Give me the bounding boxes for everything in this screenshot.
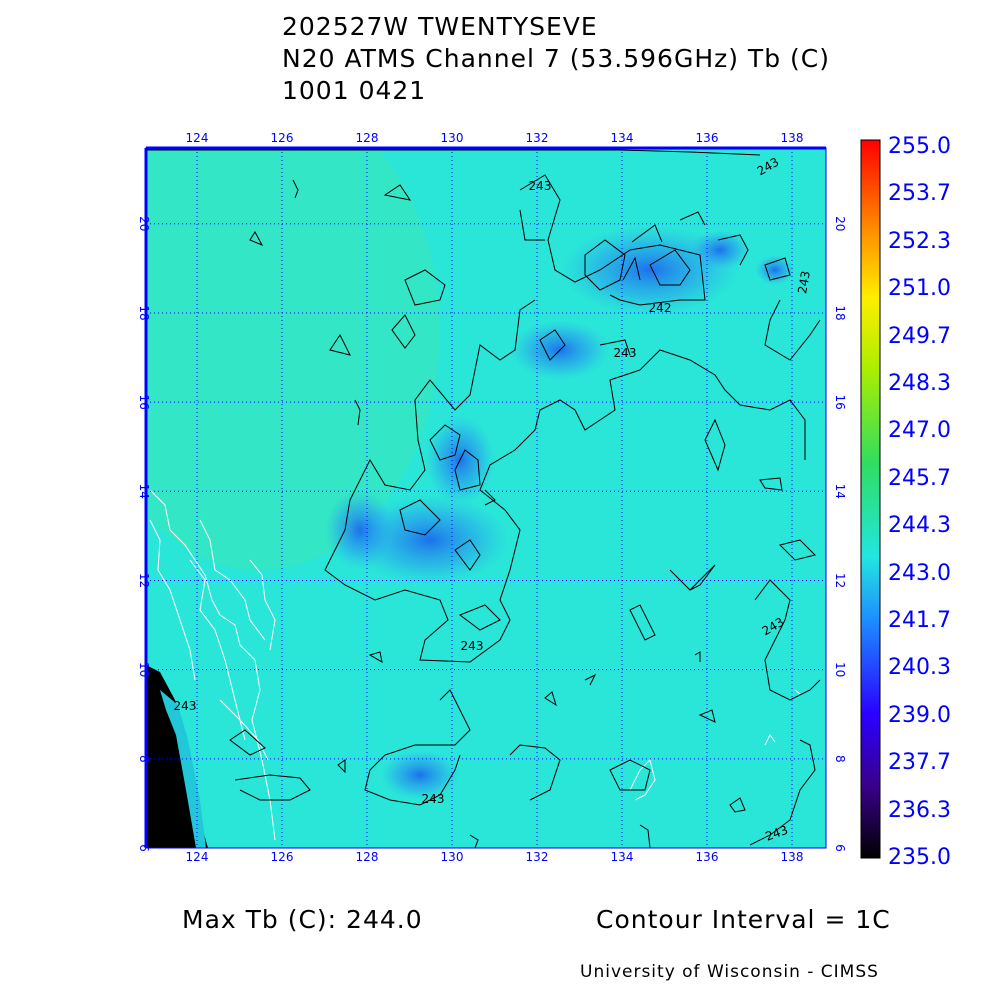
- colorbar-label: 235.0: [888, 845, 951, 870]
- lat-tick-right: 14: [833, 484, 847, 499]
- contour-label: 243: [461, 639, 484, 653]
- colorbar-label: 251.0: [888, 276, 951, 302]
- lon-tick-top: 138: [781, 131, 804, 145]
- cold-region-7: [690, 230, 750, 270]
- lat-tick-left: 8: [137, 755, 151, 763]
- lon-tick-top: 136: [696, 131, 719, 145]
- lon-tick-top: 128: [356, 131, 379, 145]
- colorbar-label: 243.0: [888, 560, 951, 586]
- colorbar-scale: [860, 139, 881, 859]
- lat-tick-right: 10: [833, 662, 847, 677]
- datetime: 1001 0421: [282, 76, 427, 105]
- lat-tick-right: 8: [833, 755, 847, 763]
- axis-ticks: 1241241261261281281301301321321341341361…: [137, 131, 847, 864]
- lon-tick-bottom: 130: [441, 850, 464, 864]
- lat-tick-left: 6: [137, 844, 151, 852]
- colorbar-label: 253.7: [888, 181, 951, 207]
- colorbar-label: 244.3: [888, 513, 951, 539]
- cold-region-6: [755, 255, 795, 285]
- lat-tick-left: 16: [137, 394, 151, 409]
- lat-tick-right: 16: [833, 394, 847, 409]
- contour-interval: Contour Interval = 1C: [596, 905, 891, 934]
- lat-tick-right: 6: [833, 844, 847, 852]
- warm-region: [146, 148, 440, 570]
- lon-tick-top: 134: [611, 131, 634, 145]
- storm-id: 202527W TWENTYSEVE: [282, 12, 598, 41]
- lat-tick-right: 18: [833, 305, 847, 320]
- lon-tick-top: 126: [271, 131, 294, 145]
- lat-tick-left: 20: [137, 216, 151, 231]
- lon-tick-top: 132: [526, 131, 549, 145]
- colorbar-label: 245.7: [888, 465, 951, 491]
- lat-tick-left: 12: [137, 573, 151, 588]
- colorbar-label: 236.3: [888, 797, 951, 823]
- cold-region-5: [380, 750, 460, 800]
- lon-tick-top: 130: [441, 131, 464, 145]
- lon-tick-bottom: 128: [356, 850, 379, 864]
- contour-label: 243: [795, 270, 813, 295]
- lat-tick-right: 12: [833, 573, 847, 588]
- lon-tick-bottom: 136: [696, 850, 719, 864]
- colorbar-label: 241.7: [888, 608, 951, 633]
- contour-label: 243: [529, 179, 552, 193]
- lon-tick-bottom: 124: [186, 850, 209, 864]
- colorbar-label: 239.0: [888, 702, 951, 728]
- colorbar-label: 248.3: [888, 371, 951, 396]
- contour-lines: [146, 149, 821, 848]
- credit: University of Wisconsin - CIMSS: [580, 962, 879, 982]
- lon-tick-bottom: 126: [271, 850, 294, 864]
- colorbar-label: 252.3: [888, 228, 951, 254]
- colorbar-label: 237.7: [888, 750, 951, 776]
- cold-region-4: [325, 490, 395, 570]
- coastlines: [149, 489, 801, 841]
- contour-label: 243: [422, 792, 445, 806]
- colorbar-label: 240.3: [888, 655, 951, 681]
- lon-tick-bottom: 134: [611, 850, 634, 864]
- lon-tick-bottom: 132: [526, 850, 549, 864]
- colorbar-label: 249.7: [888, 323, 951, 349]
- lat-tick-left: 18: [137, 305, 151, 320]
- colorbar-label: 255.0: [888, 134, 951, 159]
- product-title: N20 ATMS Channel 7 (53.596GHz) Tb (C): [282, 44, 830, 73]
- lon-tick-bottom: 138: [781, 850, 804, 864]
- lat-tick-left: 14: [137, 484, 151, 499]
- max-tb-readout: Max Tb (C): 244.0: [182, 905, 423, 934]
- colorbar-label: 247.0: [888, 418, 951, 444]
- lat-tick-right: 20: [833, 216, 847, 231]
- contour-label: 243: [614, 346, 637, 360]
- lon-tick-top: 124: [186, 131, 209, 145]
- coast-strip: [160, 690, 206, 848]
- contour-label: 242: [649, 301, 672, 315]
- contour-label: 243: [174, 699, 197, 713]
- lat-tick-left: 10: [137, 662, 151, 677]
